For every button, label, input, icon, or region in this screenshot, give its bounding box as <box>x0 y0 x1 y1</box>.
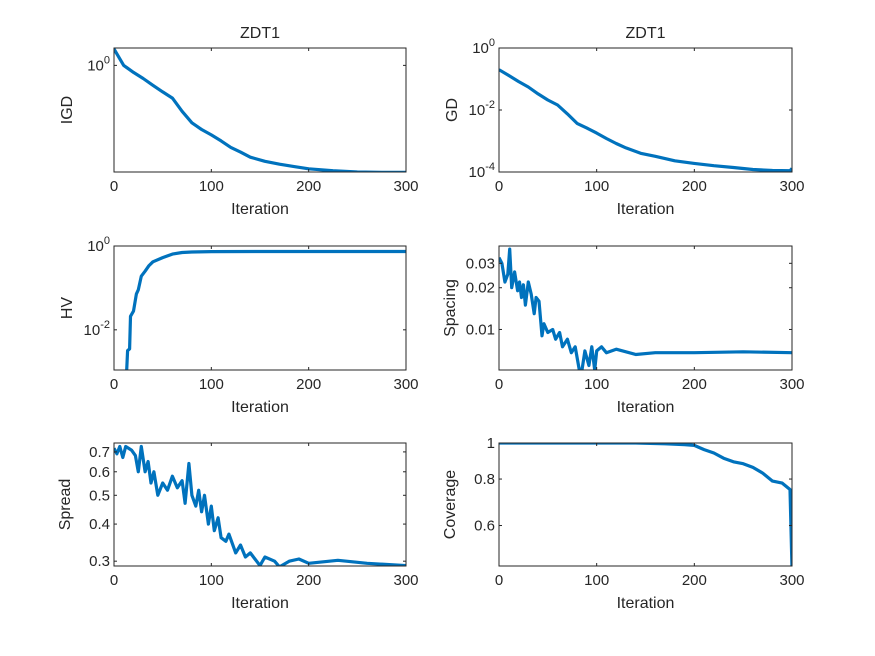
x-tick-label: 100 <box>584 572 609 589</box>
x-tick-label: 200 <box>682 572 707 589</box>
y-tick-label: 0.3 <box>89 553 110 570</box>
data-line-coverage <box>499 443 792 566</box>
y-tick-base: 10 <box>87 57 104 74</box>
x-axis-label: Iteration <box>231 201 289 218</box>
x-tick-label: 300 <box>393 572 418 589</box>
y-tick-label: 0.8 <box>474 471 495 488</box>
data-line-hv <box>125 249 406 370</box>
x-tick-label: 0 <box>110 376 118 393</box>
x-tick-label: 200 <box>682 178 707 195</box>
y-axis-label: IGD <box>59 96 76 124</box>
data-line-igd <box>114 48 406 172</box>
y-axis-label: HV <box>59 297 76 320</box>
x-tick-label: 300 <box>779 376 804 393</box>
x-axis-label: Iteration <box>617 201 675 218</box>
x-tick-label: 0 <box>110 572 118 589</box>
y-tick-label: 10-2 <box>469 99 495 119</box>
y-axis-label: Spread <box>57 479 74 531</box>
subplot-coverage: 0 100 200 300 1 0.8 0.6 Iteration Coverage <box>442 435 805 612</box>
data-line-spacing <box>499 247 792 370</box>
x-axis-label: Iteration <box>617 595 675 612</box>
y-axis-label: Spacing <box>442 279 459 337</box>
x-tick-label: 300 <box>779 572 804 589</box>
plot-area <box>114 48 406 172</box>
x-tick-label: 100 <box>199 572 224 589</box>
x-tick-label: 300 <box>393 178 418 195</box>
plot-area <box>114 246 406 370</box>
subplot-spacing: 0 100 200 300 0.03 0.02 0.01 Iteration Spacing <box>442 245 805 416</box>
axes-box <box>113 47 407 173</box>
y-tick-base: 10 <box>469 164 486 181</box>
y-tick-label: 0.03 <box>466 255 495 272</box>
y-tick-exponent: 0 <box>104 54 110 66</box>
y-tick-base: 10 <box>84 322 101 339</box>
plot-area <box>499 48 792 172</box>
x-axis-label: Iteration <box>617 399 675 416</box>
y-tick-label: 0.6 <box>474 518 495 535</box>
subplot-spread: 0 100 200 300 0.7 0.6 0.5 0.4 0.3 Iteration Spread <box>57 442 419 612</box>
plot-area <box>114 443 406 566</box>
chart-title: ZDT1 <box>626 25 666 42</box>
y-tick-label: 0.4 <box>89 516 110 533</box>
y-tick-label: 0.6 <box>89 464 110 481</box>
x-tick-label: 0 <box>110 178 118 195</box>
x-tick-label: 100 <box>584 376 609 393</box>
x-tick-label: 100 <box>584 178 609 195</box>
axes-box <box>498 442 793 567</box>
y-tick-label: 100 <box>87 54 110 74</box>
x-tick-label: 200 <box>296 376 321 393</box>
y-axis-label: Coverage <box>442 470 459 539</box>
y-tick-base: 10 <box>87 238 104 255</box>
y-tick-base: 10 <box>469 102 486 119</box>
y-axis-label: GD <box>444 98 461 122</box>
x-tick-label: 200 <box>682 376 707 393</box>
y-tick-label: 1 <box>487 435 495 452</box>
x-tick-label: 0 <box>495 178 503 195</box>
x-axis-label: Iteration <box>231 595 289 612</box>
x-axis-label: Iteration <box>231 399 289 416</box>
x-tick-label: 300 <box>779 178 804 195</box>
chart-title: ZDT1 <box>240 25 280 42</box>
y-tick-label: 10-4 <box>469 161 495 181</box>
y-tick-exponent: -2 <box>100 319 110 331</box>
y-tick-label: 10-2 <box>84 319 110 339</box>
data-line-gd <box>499 68 792 172</box>
plot-area <box>499 246 792 370</box>
y-tick-label: 0.5 <box>89 487 110 504</box>
y-tick-exponent: 0 <box>104 235 110 247</box>
x-tick-label: 200 <box>296 178 321 195</box>
axes-box <box>498 245 793 371</box>
y-tick-label: 0.02 <box>466 280 495 297</box>
y-tick-base: 10 <box>472 40 489 57</box>
axes-box <box>113 245 407 371</box>
x-tick-label: 0 <box>495 572 503 589</box>
x-tick-label: 100 <box>199 376 224 393</box>
axes-box <box>113 442 407 567</box>
y-tick-exponent: -4 <box>485 161 495 173</box>
y-tick-exponent: 0 <box>489 37 495 49</box>
x-tick-label: 0 <box>495 376 503 393</box>
y-tick-label: 0.7 <box>89 444 110 461</box>
x-tick-label: 100 <box>199 178 224 195</box>
y-tick-label: 100 <box>87 235 110 255</box>
x-tick-label: 200 <box>296 572 321 589</box>
plot-area <box>499 443 792 566</box>
y-tick-label: 100 <box>472 37 495 57</box>
y-tick-exponent: -2 <box>485 99 495 111</box>
data-line-spread <box>114 444 406 566</box>
x-tick-label: 300 <box>393 376 418 393</box>
y-tick-label: 0.01 <box>466 321 495 338</box>
